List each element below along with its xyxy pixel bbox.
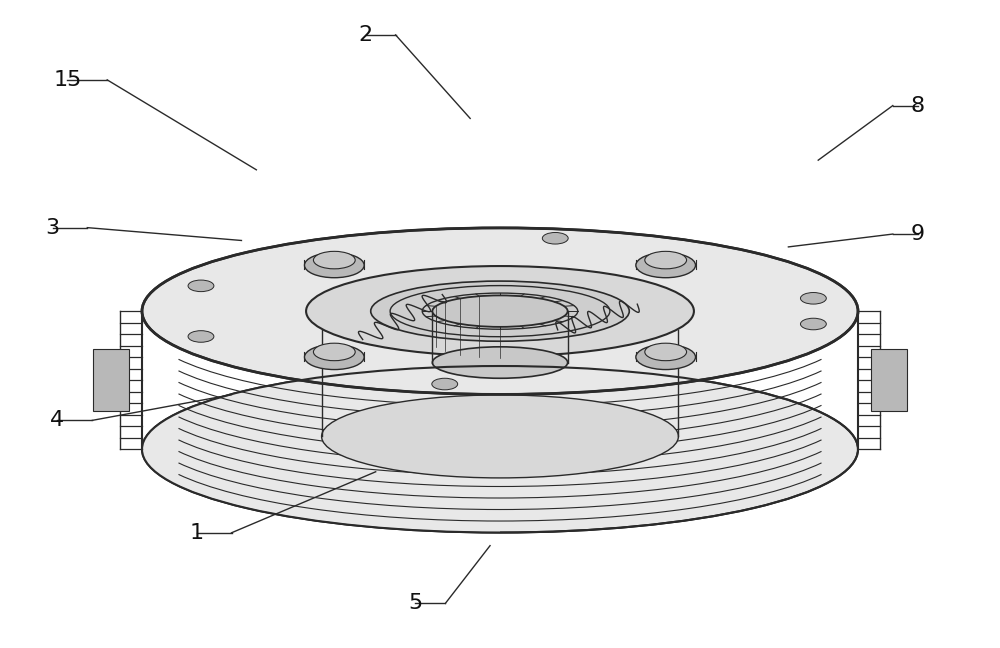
Ellipse shape — [142, 366, 858, 533]
Bar — [871, 349, 907, 411]
Text: 2: 2 — [359, 25, 373, 45]
Ellipse shape — [142, 228, 858, 395]
Ellipse shape — [636, 253, 696, 278]
Text: 4: 4 — [50, 410, 65, 430]
Bar — [93, 349, 129, 411]
Text: 8: 8 — [911, 95, 925, 115]
Ellipse shape — [304, 253, 364, 278]
Ellipse shape — [390, 286, 610, 337]
Ellipse shape — [645, 251, 687, 269]
Ellipse shape — [371, 281, 629, 341]
Ellipse shape — [800, 318, 826, 330]
Text: 15: 15 — [53, 70, 82, 90]
Ellipse shape — [800, 292, 826, 304]
Polygon shape — [142, 228, 500, 533]
Text: 5: 5 — [408, 594, 423, 614]
Text: 1: 1 — [190, 523, 204, 543]
Ellipse shape — [306, 266, 694, 356]
Ellipse shape — [188, 280, 214, 292]
Ellipse shape — [432, 347, 568, 378]
Ellipse shape — [313, 343, 355, 361]
Ellipse shape — [313, 251, 355, 269]
Text: 3: 3 — [45, 218, 60, 238]
Ellipse shape — [636, 345, 696, 369]
Text: 9: 9 — [911, 224, 925, 244]
Ellipse shape — [542, 233, 568, 244]
Ellipse shape — [304, 345, 364, 369]
Ellipse shape — [432, 378, 458, 390]
Ellipse shape — [645, 343, 687, 361]
Ellipse shape — [188, 330, 214, 342]
Ellipse shape — [432, 295, 568, 327]
Ellipse shape — [322, 395, 678, 478]
